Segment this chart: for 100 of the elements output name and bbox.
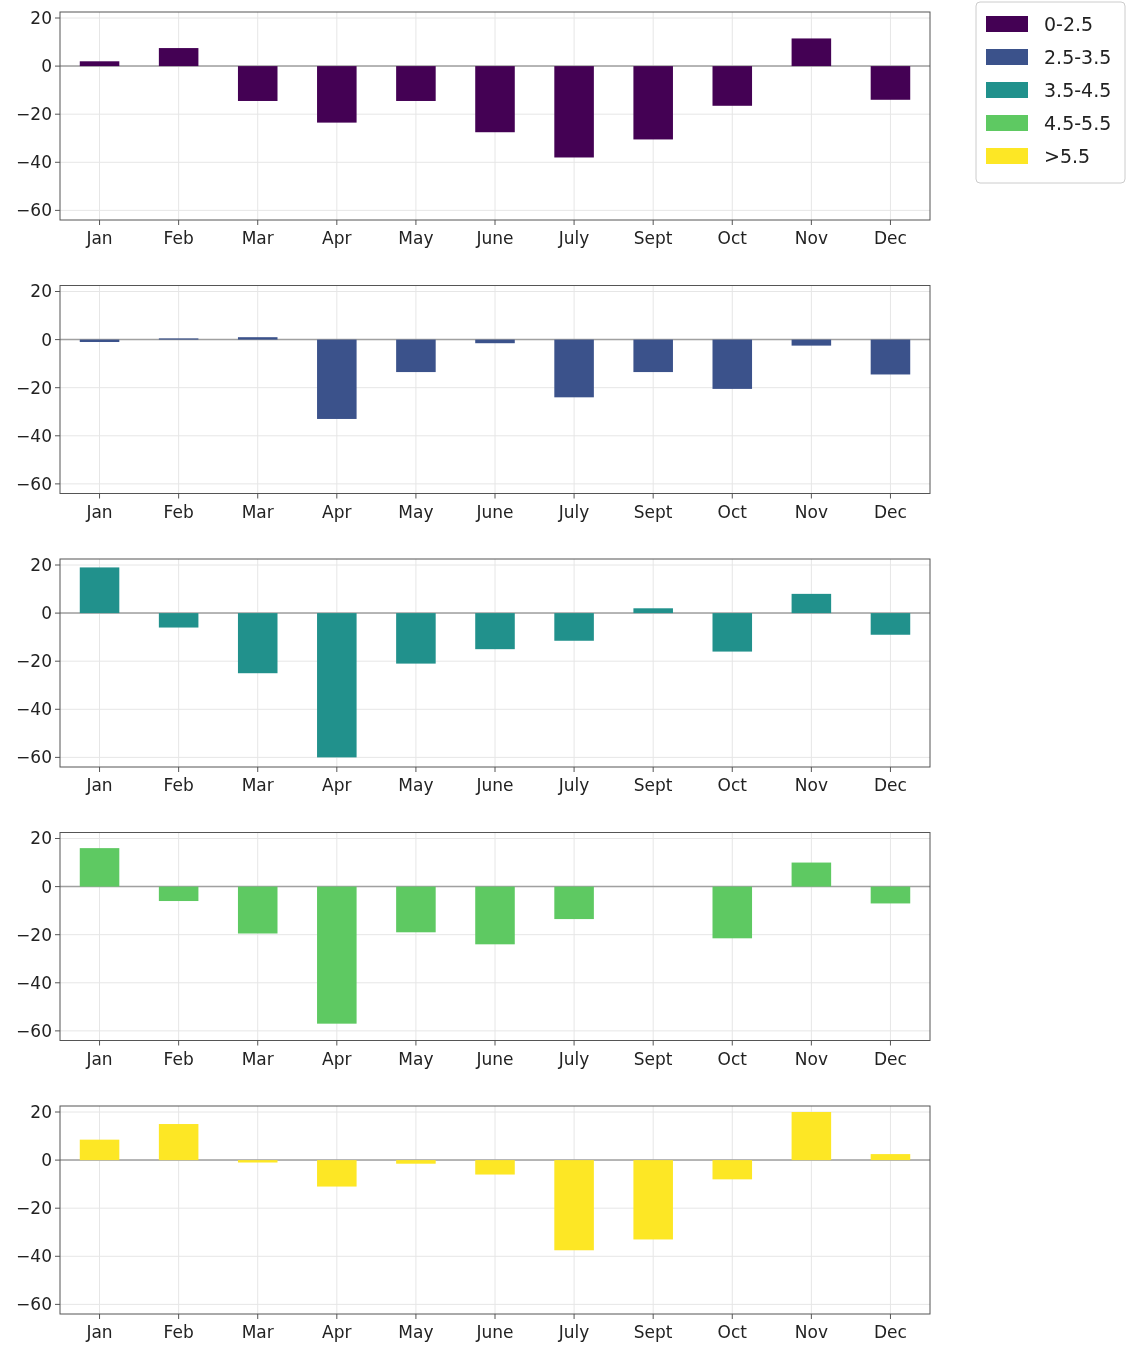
x-tick-label: Jan [85,501,113,522]
x-tick-label: Nov [794,501,828,522]
x-tick-label: Oct [717,775,748,795]
x-tick-label: July [557,775,590,795]
x-tick-label: Dec [874,501,907,522]
x-tick-label: Mar [241,1048,274,1069]
bar [475,886,515,945]
bar [870,613,911,635]
x-tick-label: Oct [717,1322,748,1342]
x-tick-label: Feb [163,1048,194,1069]
x-tick-label: Feb [163,228,194,248]
x-tick-label: Dec [874,1322,907,1342]
x-tick-label: June [475,1048,514,1069]
bar [237,66,278,101]
bar [158,1124,199,1161]
bar [791,593,832,614]
bar [317,886,357,1024]
bar [475,66,515,133]
x-tick-label: May [398,1322,434,1342]
bar [870,66,911,100]
y-tick-label: −20 [16,1198,52,1219]
bar [79,848,120,887]
y-tick-label: 0 [41,603,52,624]
y-tick-label: −20 [16,377,52,398]
x-tick-label: Mar [241,228,274,248]
bar [79,567,120,614]
bar [791,38,832,67]
x-tick-label: Jan [85,1322,113,1342]
x-tick-label: Sept [633,501,673,522]
x-tick-label: May [398,1048,434,1069]
x-tick-label: Nov [794,775,828,795]
x-tick-label: June [475,1322,514,1342]
x-tick-label: July [557,1048,590,1069]
y-tick-label: −60 [16,1020,52,1041]
bar [396,66,436,101]
x-tick-label: Sept [633,1322,673,1342]
bar [79,1139,120,1161]
bar [791,1112,832,1161]
x-tick-label: May [398,228,434,248]
y-tick-label: −20 [16,651,52,672]
x-tick-label: Oct [717,228,748,248]
bar [396,613,436,664]
x-tick-label: Apr [322,1322,352,1342]
x-tick-label: May [398,775,434,795]
bar [475,613,515,650]
bar [158,613,199,628]
x-tick-label: Mar [241,775,274,795]
bar [396,1160,436,1164]
bar [158,886,199,902]
y-tick-label: −60 [16,747,52,768]
bar [554,66,594,158]
x-tick-label: Feb [163,1322,194,1342]
bar [237,1160,278,1163]
y-tick-label: 0 [41,329,52,350]
bar [791,862,832,887]
x-tick-label: May [398,501,434,522]
x-tick-label: Jan [85,1048,113,1069]
bar [633,608,673,614]
x-tick-label: Jan [85,775,113,795]
x-tick-label: Sept [633,228,673,248]
bar [396,886,436,933]
x-tick-label: June [475,501,514,522]
x-tick-label: Oct [717,1048,748,1069]
bar [475,1160,515,1175]
y-tick-label: 0 [41,876,52,897]
x-tick-label: Jan [85,228,113,248]
bar [317,1160,357,1187]
x-tick-label: Dec [874,1048,907,1069]
bar [237,613,278,674]
legend-label: 4.5-5.5 [1044,111,1112,134]
y-tick-label: −60 [16,473,52,494]
bar [237,886,278,934]
y-tick-label: −40 [16,972,52,993]
y-tick-label: 0 [41,56,52,77]
y-tick-label: 20 [30,554,52,575]
legend-label: >5.5 [1044,144,1091,167]
x-tick-label: Feb [163,501,194,522]
x-tick-label: Feb [163,775,194,795]
x-tick-label: Apr [322,501,352,522]
bar [870,1154,911,1161]
y-tick-label: −40 [16,152,52,173]
x-tick-label: Dec [874,775,907,795]
x-tick-label: June [475,775,514,795]
x-tick-label: July [557,501,590,522]
x-tick-label: July [557,1322,590,1342]
x-tick-label: Mar [241,501,274,522]
x-tick-label: Apr [322,1048,352,1069]
bar [158,48,199,67]
x-tick-label: Oct [717,501,748,522]
legend-label: 3.5-4.5 [1044,78,1112,101]
bar [554,886,594,920]
bar [633,66,673,140]
x-tick-label: June [475,228,514,248]
x-tick-label: Dec [874,228,907,248]
x-tick-label: July [557,228,590,248]
bar [554,613,594,641]
bar [870,886,911,904]
x-tick-label: Sept [633,1048,673,1069]
bar [554,1160,594,1251]
bar [317,613,357,758]
